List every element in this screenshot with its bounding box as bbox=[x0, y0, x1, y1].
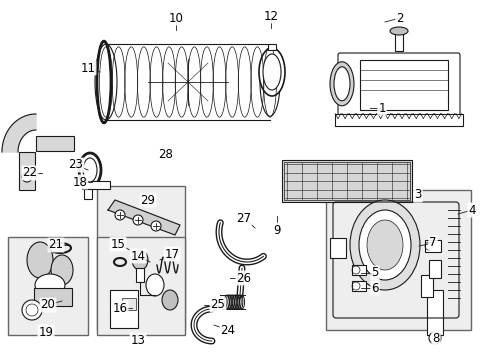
Bar bbox=[325, 190, 470, 330]
Text: 27: 27 bbox=[236, 211, 251, 225]
Bar bbox=[267, 44, 275, 50]
Ellipse shape bbox=[162, 290, 178, 310]
Polygon shape bbox=[2, 114, 36, 152]
Bar bbox=[97, 237, 184, 335]
Bar bbox=[122, 298, 136, 310]
Bar bbox=[351, 265, 365, 275]
Polygon shape bbox=[108, 200, 180, 235]
Ellipse shape bbox=[132, 250, 148, 270]
Circle shape bbox=[22, 172, 32, 182]
Bar bbox=[282, 160, 411, 202]
Text: 28: 28 bbox=[158, 148, 173, 162]
Text: 12: 12 bbox=[263, 9, 278, 22]
Bar bbox=[19, 152, 35, 190]
Ellipse shape bbox=[79, 153, 101, 187]
Ellipse shape bbox=[95, 44, 117, 120]
Bar bbox=[34, 288, 72, 306]
Bar bbox=[106, 50, 269, 114]
Text: 3: 3 bbox=[413, 189, 421, 202]
Circle shape bbox=[133, 215, 142, 225]
Text: 17: 17 bbox=[164, 248, 179, 261]
Circle shape bbox=[151, 221, 161, 231]
Bar bbox=[110, 290, 138, 328]
Ellipse shape bbox=[260, 48, 280, 116]
Text: 22: 22 bbox=[22, 166, 38, 180]
Bar bbox=[420, 275, 432, 297]
Text: 15: 15 bbox=[110, 238, 125, 251]
Circle shape bbox=[115, 210, 125, 220]
Text: 21: 21 bbox=[48, 238, 63, 252]
Ellipse shape bbox=[35, 274, 65, 296]
Text: 4: 4 bbox=[468, 203, 475, 216]
Ellipse shape bbox=[83, 158, 97, 182]
Circle shape bbox=[428, 332, 440, 344]
Bar bbox=[136, 268, 143, 282]
Text: 13: 13 bbox=[130, 333, 145, 346]
Text: 16: 16 bbox=[112, 302, 127, 315]
Text: 20: 20 bbox=[41, 298, 55, 311]
Text: 7: 7 bbox=[428, 237, 436, 249]
Ellipse shape bbox=[259, 48, 285, 96]
Bar bbox=[428, 260, 440, 278]
Text: 8: 8 bbox=[431, 332, 439, 345]
Bar bbox=[334, 113, 462, 126]
Text: 14: 14 bbox=[130, 249, 145, 262]
Text: 11: 11 bbox=[81, 62, 95, 75]
Text: 29: 29 bbox=[140, 194, 155, 207]
Bar bbox=[36, 136, 74, 151]
Bar bbox=[351, 281, 365, 291]
Bar bbox=[424, 240, 440, 252]
Bar bbox=[426, 290, 442, 335]
Ellipse shape bbox=[349, 200, 419, 290]
Text: 1: 1 bbox=[378, 102, 385, 114]
Circle shape bbox=[22, 300, 42, 320]
Bar bbox=[394, 33, 402, 51]
Text: 9: 9 bbox=[273, 224, 280, 237]
Ellipse shape bbox=[51, 255, 73, 285]
Text: 25: 25 bbox=[210, 298, 225, 311]
Bar bbox=[82, 181, 110, 189]
Bar bbox=[284, 162, 409, 200]
Bar bbox=[359, 60, 447, 109]
Ellipse shape bbox=[27, 242, 53, 278]
Text: 23: 23 bbox=[68, 158, 83, 171]
Text: 24: 24 bbox=[220, 324, 235, 337]
Ellipse shape bbox=[146, 274, 163, 296]
Bar bbox=[97, 186, 184, 330]
FancyBboxPatch shape bbox=[337, 53, 459, 116]
Ellipse shape bbox=[263, 54, 281, 90]
Text: 19: 19 bbox=[39, 325, 53, 338]
Text: 6: 6 bbox=[370, 282, 378, 294]
Ellipse shape bbox=[389, 27, 407, 35]
Ellipse shape bbox=[366, 220, 402, 270]
Bar bbox=[84, 189, 92, 199]
Text: 10: 10 bbox=[168, 12, 183, 24]
Text: 5: 5 bbox=[370, 266, 378, 279]
Text: 26: 26 bbox=[236, 271, 251, 284]
Bar bbox=[329, 238, 346, 258]
Ellipse shape bbox=[358, 210, 410, 280]
Text: 2: 2 bbox=[395, 12, 403, 24]
Ellipse shape bbox=[329, 62, 353, 106]
Ellipse shape bbox=[333, 67, 349, 101]
Bar bbox=[8, 237, 88, 335]
Text: 18: 18 bbox=[72, 175, 87, 189]
